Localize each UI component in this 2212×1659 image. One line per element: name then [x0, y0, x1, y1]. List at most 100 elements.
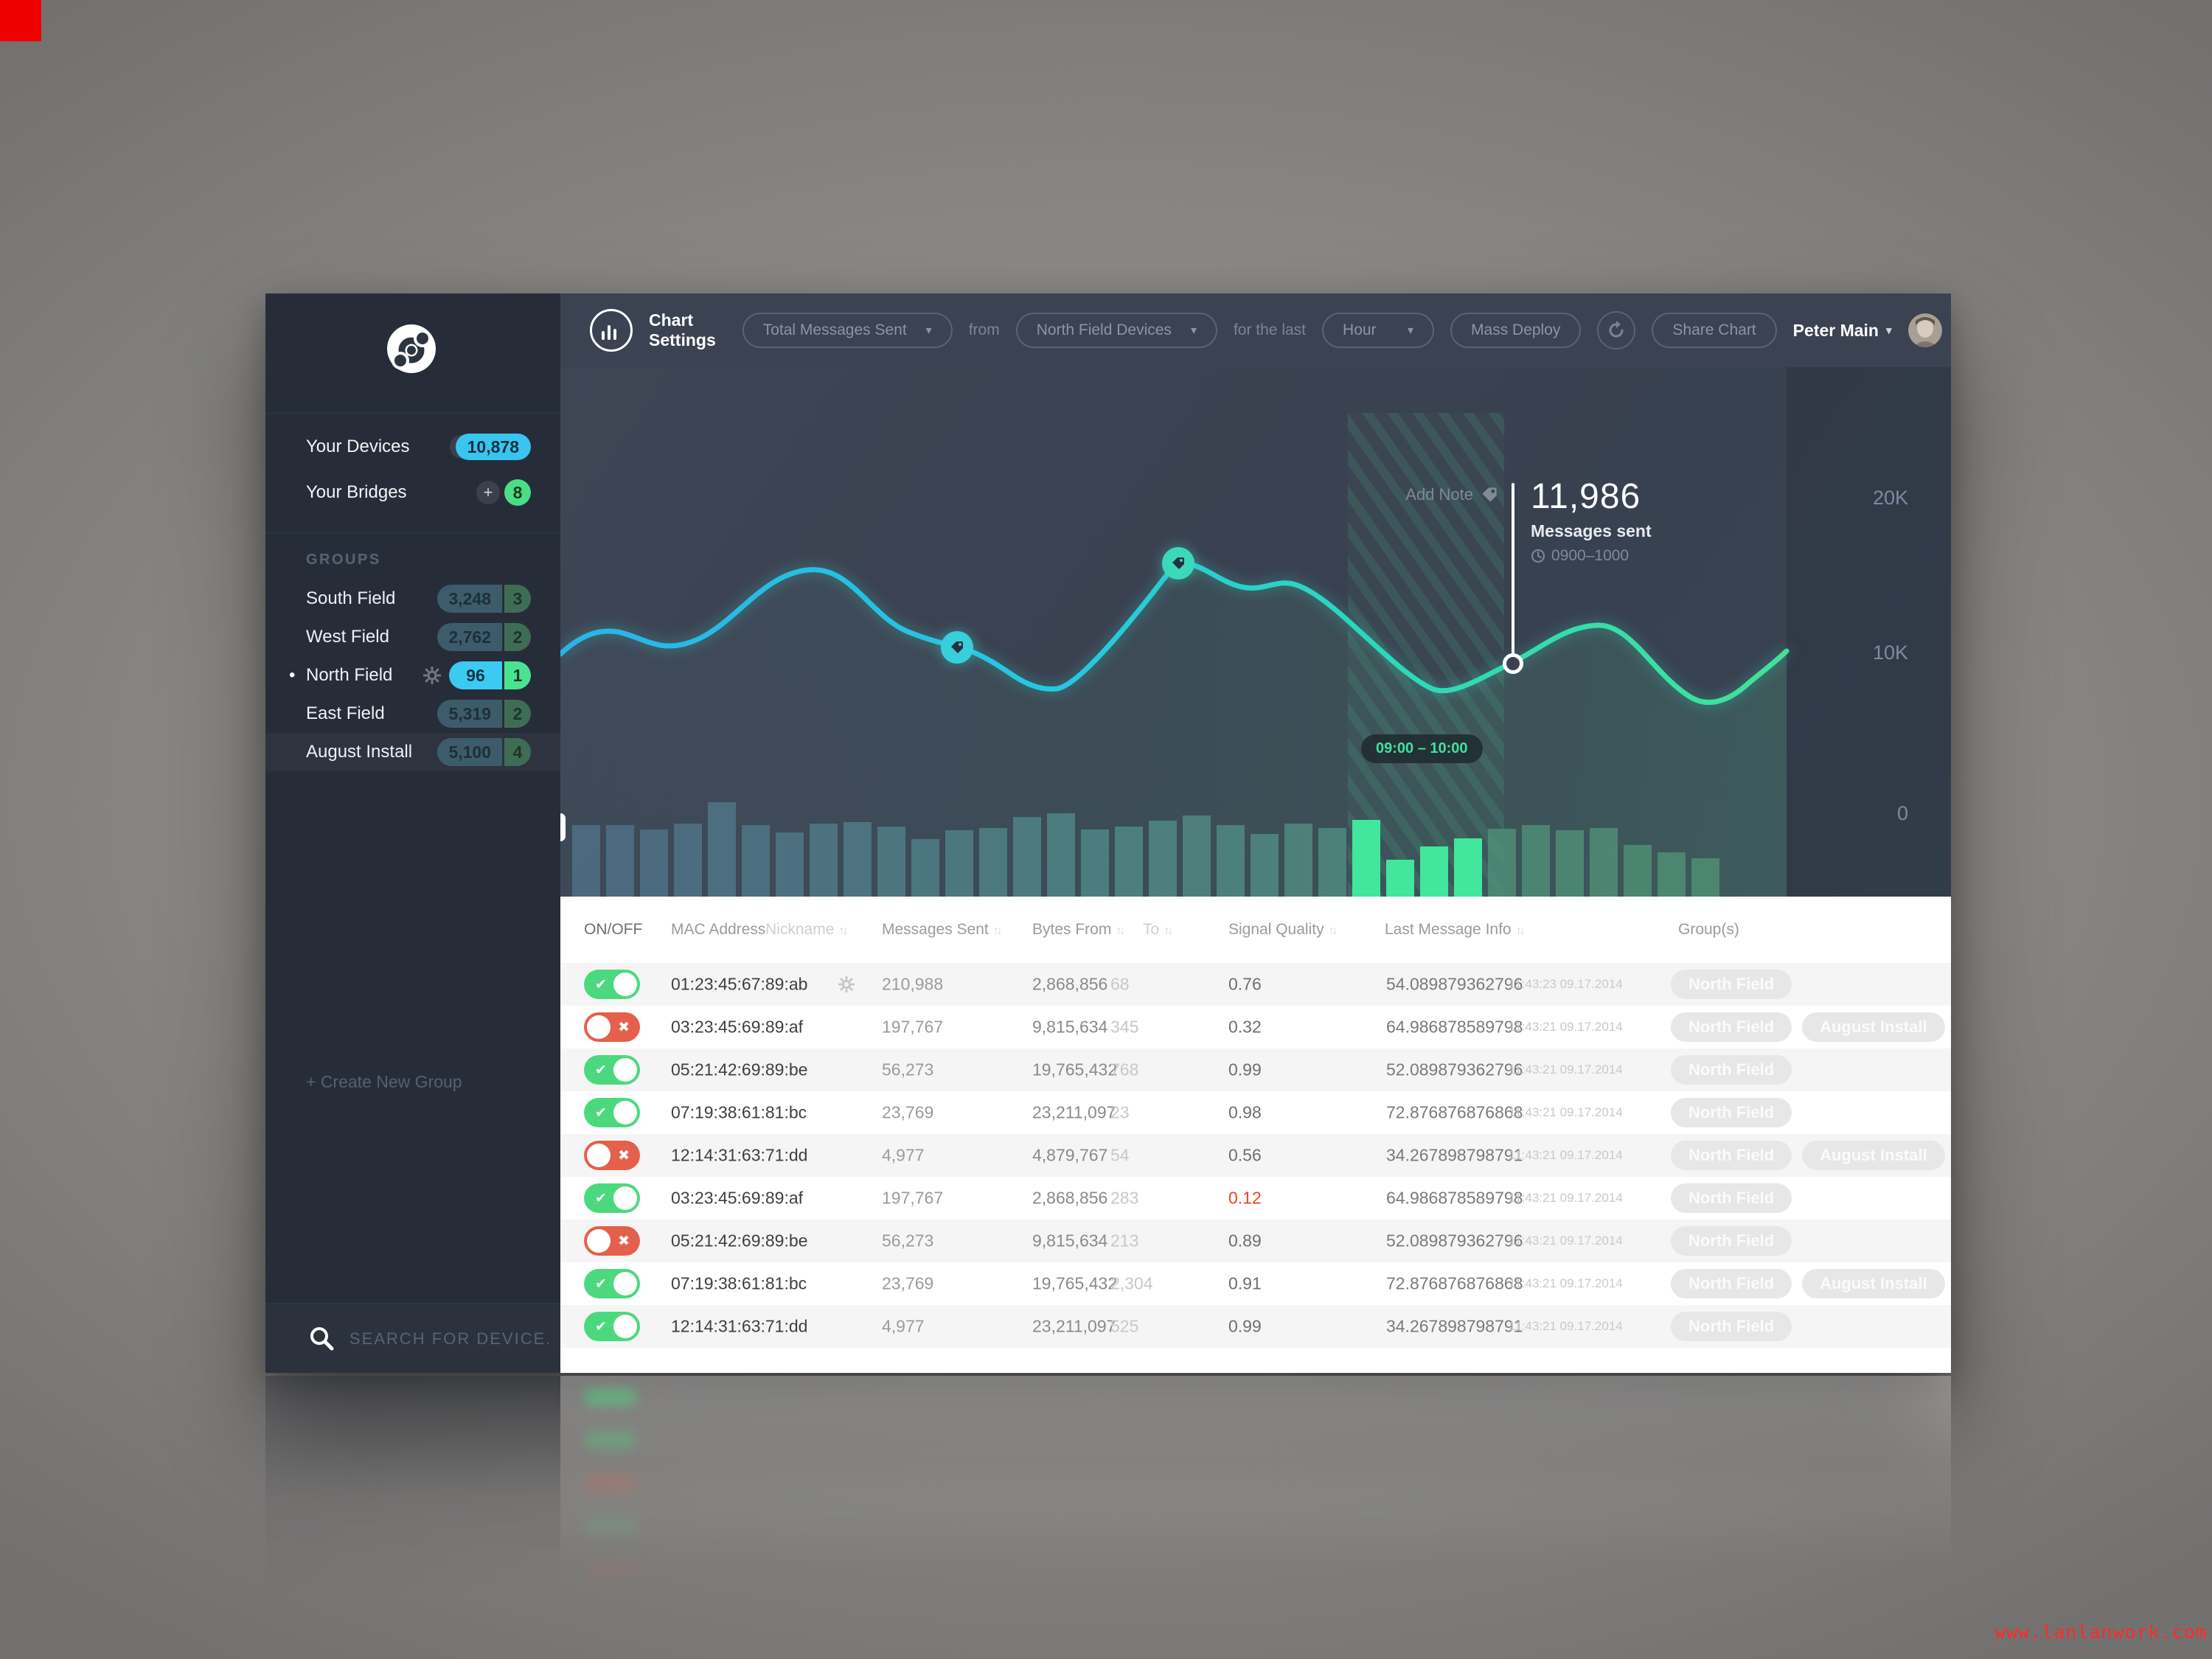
device-table-row[interactable]: ✔ ✖ 01:23:45:67:89:ab 210,988 2,868,856 …: [560, 963, 1951, 1006]
group-badges: 2,762 2: [437, 623, 531, 651]
your-devices-row[interactable]: Your Devices + 10,878: [265, 425, 560, 469]
share-chart-button[interactable]: Share Chart: [1652, 313, 1777, 348]
signal-quality: 0.99: [1228, 1316, 1262, 1336]
device-table-row[interactable]: ✔ ✖ 05:21:42:69:89:be 56,273 19,765,432 …: [560, 1048, 1951, 1091]
app-window: Your Devices + 10,878 Your Bridges + 8 G…: [265, 293, 1951, 1374]
device-table-row[interactable]: ✔ ✖ 03:23:45:69:89:af 197,767 9,815,634 …: [560, 1006, 1951, 1048]
source-dropdown[interactable]: North Field Devices ▾: [1015, 313, 1217, 348]
search-input[interactable]: [348, 1304, 550, 1374]
header-signal[interactable]: Signal Quality ↑↓: [1228, 921, 1338, 938]
device-table-row[interactable]: ✔ ✖ 12:14:31:63:71:dd 4,977 4,879,767 54…: [560, 1134, 1951, 1177]
group-badges: North Field: [1671, 1055, 1792, 1085]
messages-sent: 4,977: [882, 1145, 925, 1165]
chart-scroll-handle[interactable]: [560, 813, 566, 841]
onoff-toggle[interactable]: ✔ ✖: [584, 1183, 640, 1213]
header-nickname[interactable]: Nickname ↑↓: [765, 921, 848, 938]
volume-bars: [572, 793, 1719, 897]
sidebar-group-item[interactable]: • August Install 5,100 4: [265, 733, 560, 771]
note-readout: 11,986 Messages sent 0900–1000: [1531, 476, 1652, 565]
group-device-count: 96: [449, 661, 502, 689]
note-time: 0900–1000: [1531, 547, 1652, 565]
gear-icon[interactable]: [838, 976, 855, 992]
selected-point-marker[interactable]: [1503, 653, 1523, 674]
group-badge: North Field: [1671, 1055, 1792, 1085]
header-messages[interactable]: Messages Sent ↑↓: [882, 921, 1003, 938]
volume-bar: [1624, 845, 1652, 897]
onoff-toggle[interactable]: ✔ ✖: [584, 1055, 640, 1085]
y-tick-0: 0: [1896, 802, 1908, 824]
sidebar-group-item[interactable]: • North Field 96 1: [265, 656, 560, 695]
range-dropdown[interactable]: Hour ▾: [1322, 313, 1435, 348]
volume-bar: [877, 827, 905, 897]
user-menu[interactable]: Peter Main ▾: [1793, 321, 1892, 341]
toggle-knob: [613, 973, 637, 996]
note-tag-marker[interactable]: [941, 631, 973, 664]
sort-icon: ↑↓: [1515, 925, 1526, 937]
last-message-timestamp: 11:43:21 09.17.2014: [1509, 1191, 1623, 1205]
device-table-row[interactable]: ✔ ✖ 12:14:31:63:71:dd 4,977 23,211,097 5…: [560, 1305, 1951, 1348]
volume-bar: [810, 824, 838, 897]
header-bytes-to[interactable]: To ↑↓: [1143, 921, 1173, 938]
devices-count-badge: 10,878: [455, 434, 531, 460]
chevron-down-icon: ▾: [925, 324, 932, 337]
group-bridge-count: 3: [504, 585, 531, 613]
volume-bar: [844, 822, 872, 897]
your-devices-label: Your Devices: [306, 437, 410, 456]
refresh-button[interactable]: [1597, 311, 1636, 349]
header-bytes-from[interactable]: Bytes From ↑↓: [1032, 921, 1125, 938]
bytes-from: 4,879,767: [1032, 1145, 1108, 1165]
check-icon: ✔: [595, 1276, 607, 1292]
add-note-button[interactable]: Add Note: [1351, 485, 1498, 504]
onoff-toggle[interactable]: ✔ ✖: [584, 1098, 640, 1127]
mac-address: 03:23:45:69:89:af: [671, 1017, 804, 1037]
onoff-toggle[interactable]: ✔ ✖: [584, 1141, 640, 1170]
device-table-row[interactable]: ✔ ✖ 05:21:42:69:89:be 56,273 9,815,634 2…: [560, 1220, 1951, 1262]
device-table-row[interactable]: ✔ ✖ 03:23:45:69:89:af 197,767 2,868,856 …: [560, 1177, 1951, 1220]
device-table-row[interactable]: ✔ ✖ 07:19:38:61:81:bc 23,769 19,765,432 …: [560, 1262, 1951, 1305]
sidebar-group-item[interactable]: • South Field 3,248 3: [265, 580, 560, 618]
group-badge: August Install: [1802, 1012, 1945, 1042]
note-tag-marker[interactable]: [1162, 547, 1194, 580]
volume-bar: [674, 824, 702, 897]
record-indicator: [0, 0, 41, 41]
metric-dropdown[interactable]: Total Messages Sent ▾: [742, 313, 953, 348]
group-badges: North Field: [1671, 1098, 1792, 1127]
onoff-toggle[interactable]: ✔ ✖: [584, 970, 640, 999]
onoff-toggle[interactable]: ✔ ✖: [584, 1226, 640, 1256]
toggle-knob: [613, 1058, 637, 1082]
group-badge: North Field: [1671, 1098, 1792, 1127]
mac-address: 03:23:45:69:89:af: [671, 1188, 804, 1208]
table-body: ✔ ✖ 01:23:45:67:89:ab 210,988 2,868,856 …: [560, 963, 1951, 1348]
messages-chart[interactable]: 20K 10K 0: [560, 367, 1951, 897]
chart-settings-icon[interactable]: [590, 309, 633, 352]
sidebar-group-item[interactable]: • West Field 2,762 2: [265, 618, 560, 656]
header-last-message[interactable]: Last Message Info ↑↓: [1385, 921, 1526, 938]
add-bridge-button[interactable]: +: [476, 481, 500, 504]
onoff-toggle[interactable]: ✔ ✖: [584, 1269, 640, 1298]
group-name: West Field: [306, 627, 389, 647]
bytes-to: 213: [1110, 1231, 1139, 1251]
group-badges: North Field August Install: [1671, 1012, 1945, 1042]
volume-bar: [1556, 830, 1584, 897]
create-new-group-button[interactable]: + Create New Group: [306, 1072, 462, 1091]
device-table-row[interactable]: ✔ ✖ 07:19:38:61:81:bc 23,769 23,211,097 …: [560, 1091, 1951, 1134]
sidebar-group-item[interactable]: • East Field 5,319 2: [265, 695, 560, 733]
watermark: www.lanlanwork.com: [1994, 1621, 2208, 1643]
check-icon: ✔: [595, 1105, 607, 1121]
device-search-bar[interactable]: [265, 1303, 560, 1374]
avatar[interactable]: [1907, 313, 1942, 347]
last-message-timestamp: 11:43:21 09.17.2014: [1509, 1062, 1623, 1077]
bytes-from: 23,211,097: [1032, 1316, 1116, 1336]
gear-icon[interactable]: [422, 667, 441, 684]
helium-logo[interactable]: [387, 324, 436, 373]
volume-bar: [1013, 817, 1041, 897]
bytes-from: 9,815,634: [1032, 1231, 1108, 1251]
your-bridges-row[interactable]: Your Bridges + 8: [265, 470, 560, 515]
chart-settings-bar: Chart Settings Total Messages Sent ▾ fro…: [560, 293, 1951, 367]
onoff-toggle[interactable]: ✔ ✖: [584, 1012, 640, 1042]
volume-bar: [1217, 825, 1245, 897]
onoff-toggle[interactable]: ✔ ✖: [584, 1312, 640, 1341]
group-badge: August Install: [1802, 1141, 1945, 1170]
mass-deploy-button[interactable]: Mass Deploy: [1450, 313, 1582, 348]
mac-address: 07:19:38:61:81:bc: [671, 1273, 807, 1293]
